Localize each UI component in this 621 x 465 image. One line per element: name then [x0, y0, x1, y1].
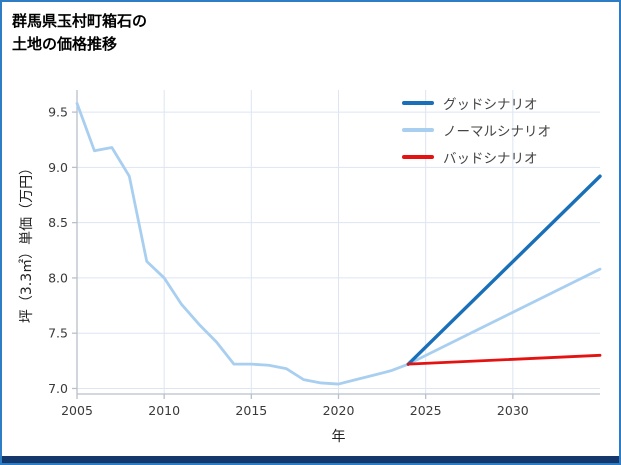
svg-text:2015: 2015	[235, 403, 267, 418]
legend: グッドシナリオ ノーマルシナリオ バッドシナリオ	[402, 94, 551, 175]
svg-text:2005: 2005	[61, 403, 93, 418]
bad-scenario-line-swatch	[402, 155, 434, 159]
svg-text:7.0: 7.0	[48, 381, 68, 396]
legend-label-bad-scenario: バッドシナリオ	[443, 151, 538, 167]
x-axis-label: 年	[331, 429, 346, 445]
legend-item-bad-scenario: バッドシナリオ	[402, 148, 551, 167]
svg-text:2025: 2025	[410, 403, 442, 418]
chart-title-line1: 群馬県玉村町箱石の	[12, 12, 148, 30]
chart-title-line2: 土地の価格推移	[12, 35, 118, 54]
svg-text:8.0: 8.0	[48, 270, 68, 285]
legend-item-normal-scenario: ノーマルシナリオ	[402, 121, 551, 140]
footer-bar	[2, 456, 619, 463]
svg-text:9.5: 9.5	[48, 105, 68, 120]
svg-text:2030: 2030	[497, 403, 529, 418]
svg-text:8.5: 8.5	[48, 215, 68, 230]
normal-scenario-line-swatch	[402, 128, 434, 132]
good-scenario-line-swatch	[402, 101, 434, 105]
svg-text:2010: 2010	[148, 403, 180, 418]
svg-text:9.0: 9.0	[48, 160, 68, 175]
svg-text:2020: 2020	[323, 403, 355, 418]
chart-title: 群馬県玉村町箱石の 土地の価格推移	[12, 10, 147, 57]
legend-label-good-scenario: グッドシナリオ	[443, 97, 538, 113]
svg-text:7.5: 7.5	[48, 326, 68, 341]
legend-label-normal-scenario: ノーマルシナリオ	[443, 124, 551, 140]
legend-item-good-scenario: グッドシナリオ	[402, 94, 551, 113]
y-axis-label: 坪（3.3㎡）単価（万円）	[19, 160, 35, 324]
